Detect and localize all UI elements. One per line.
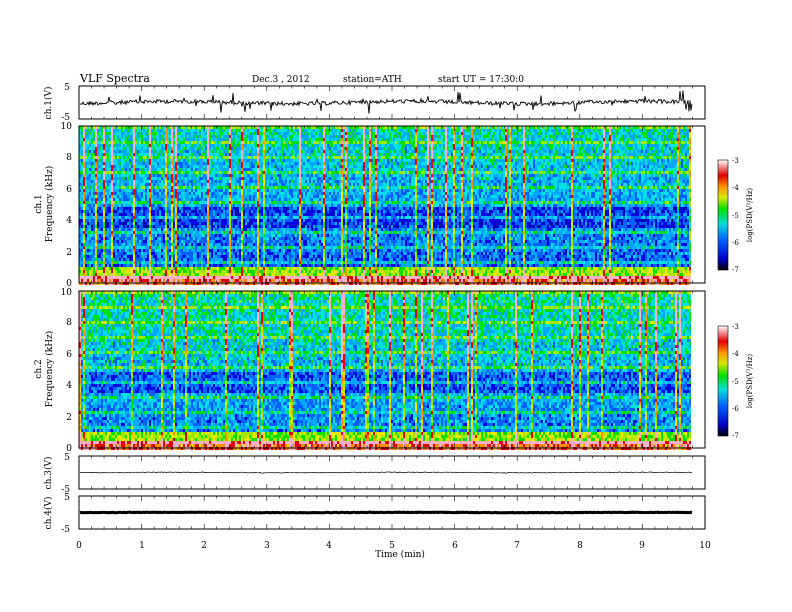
panel-ch1-spectrogram: 0 2 4 6 8 10 ch.1Frequency (kHz) -3 -4 -… <box>34 122 754 289</box>
ch1-ytick-top: 5 <box>64 83 70 93</box>
panel-ch2-spectrogram: 0 2 4 6 8 10 ch.2Frequency (kHz) -3 -4 -… <box>34 288 754 454</box>
ch3-ytick-top: 5 <box>64 453 70 463</box>
ch1-ylabel: ch.1(V) <box>43 87 54 120</box>
ch1-spec-ylabel: ch.1Frequency (kHz) <box>34 166 55 243</box>
ch1-waveform-trace <box>80 91 692 114</box>
ch1-cb-tick-m5: -5 <box>732 212 739 220</box>
ch2-cb-tick-m5: -5 <box>732 378 739 386</box>
panel-ch3-waveform: 5 -5 ch.3(V) <box>43 453 705 495</box>
ch2-spec-ytick-4: 4 <box>66 381 72 391</box>
ch1-cb-tick-m6: -6 <box>732 239 739 247</box>
ch1-colorbar-scale <box>718 160 728 270</box>
x-axis: 0 1 2 3 4 5 6 7 8 9 10 Time (min) <box>76 541 711 560</box>
ch3-waveform-trace <box>80 472 692 473</box>
ch1-cb-tick-m4: -4 <box>732 184 739 192</box>
ch2-cb-tick-m7: -7 <box>732 432 739 440</box>
ch2-colorbar-label: log(PSD(V²/Hz) <box>746 354 754 409</box>
ch2-spec-ylabel: ch.2Frequency (kHz) <box>34 331 55 408</box>
ch2-spec-ytick-2: 2 <box>66 413 72 423</box>
start-time-label: start UT = 17:30:0 <box>438 75 524 85</box>
ch2-spec-ytick-8: 8 <box>66 318 72 328</box>
xtick-2: 2 <box>201 541 207 551</box>
xtick-9: 9 <box>639 541 645 551</box>
ch1-spec-ytick-2: 2 <box>66 248 72 258</box>
ch4-ylabel: ch.4(V) <box>43 497 54 530</box>
ch1-spec-ytick-4: 4 <box>66 216 72 226</box>
xtick-1: 1 <box>139 541 145 551</box>
ch2-colorbar: -3 -4 -5 -6 -7 log(PSD(V²/Hz) <box>718 323 754 440</box>
xtick-6: 6 <box>452 541 458 551</box>
xtick-3: 3 <box>264 541 270 551</box>
panel-ch1-waveform: 5 -5 ch.1(V) <box>43 83 705 123</box>
ch4-waveform-trace <box>80 512 692 513</box>
station-label: station=ATH <box>343 75 402 85</box>
ch2-colorbar-scale <box>718 326 728 436</box>
x-axis-label: Time (min) <box>375 549 425 560</box>
ch2-spectrogram-yticks: 0 2 4 6 8 10 <box>61 288 73 454</box>
ch1-spec-ytick-8: 8 <box>66 153 72 163</box>
ch3-ylabel: ch.3(V) <box>43 457 54 490</box>
ch1-cb-tick-m3: -3 <box>732 157 739 165</box>
ch1-spectrogram-heatmap <box>79 126 691 285</box>
ch2-cb-tick-m6: -6 <box>732 405 739 413</box>
ch1-colorbar: -3 -4 -5 -6 -7 log(PSD(V²/Hz) <box>718 157 754 274</box>
figure-title: VLF Spectra <box>79 72 150 85</box>
panel-ch4-waveform: 5 -5 ch.4(V) <box>43 493 705 535</box>
ch1-cb-tick-m7: -7 <box>732 266 739 274</box>
xtick-0: 0 <box>76 541 82 551</box>
ch2-spec-ytick-10: 10 <box>61 288 73 298</box>
ch1-spectrogram-yticks: 0 2 4 6 8 10 <box>61 122 73 289</box>
ch2-spec-ytick-6: 6 <box>66 350 72 360</box>
ch4-ytick-top: 5 <box>64 493 70 503</box>
ch2-spectrogram-heatmap <box>79 291 691 450</box>
ch1-spec-ytick-10: 10 <box>61 122 73 132</box>
xtick-7: 7 <box>514 541 520 551</box>
ch4-ytick-bottom: -5 <box>61 525 70 535</box>
ch2-cb-tick-m3: -3 <box>732 323 739 331</box>
ch2-cb-tick-m4: -4 <box>732 350 739 358</box>
date-label: Dec.3 , 2012 <box>252 75 310 85</box>
xtick-4: 4 <box>326 541 332 551</box>
ch1-colorbar-label: log(PSD(V²/Hz) <box>746 188 754 243</box>
xtick-10: 10 <box>699 541 711 551</box>
ch1-spec-ytick-6: 6 <box>66 185 72 195</box>
xtick-8: 8 <box>577 541 583 551</box>
